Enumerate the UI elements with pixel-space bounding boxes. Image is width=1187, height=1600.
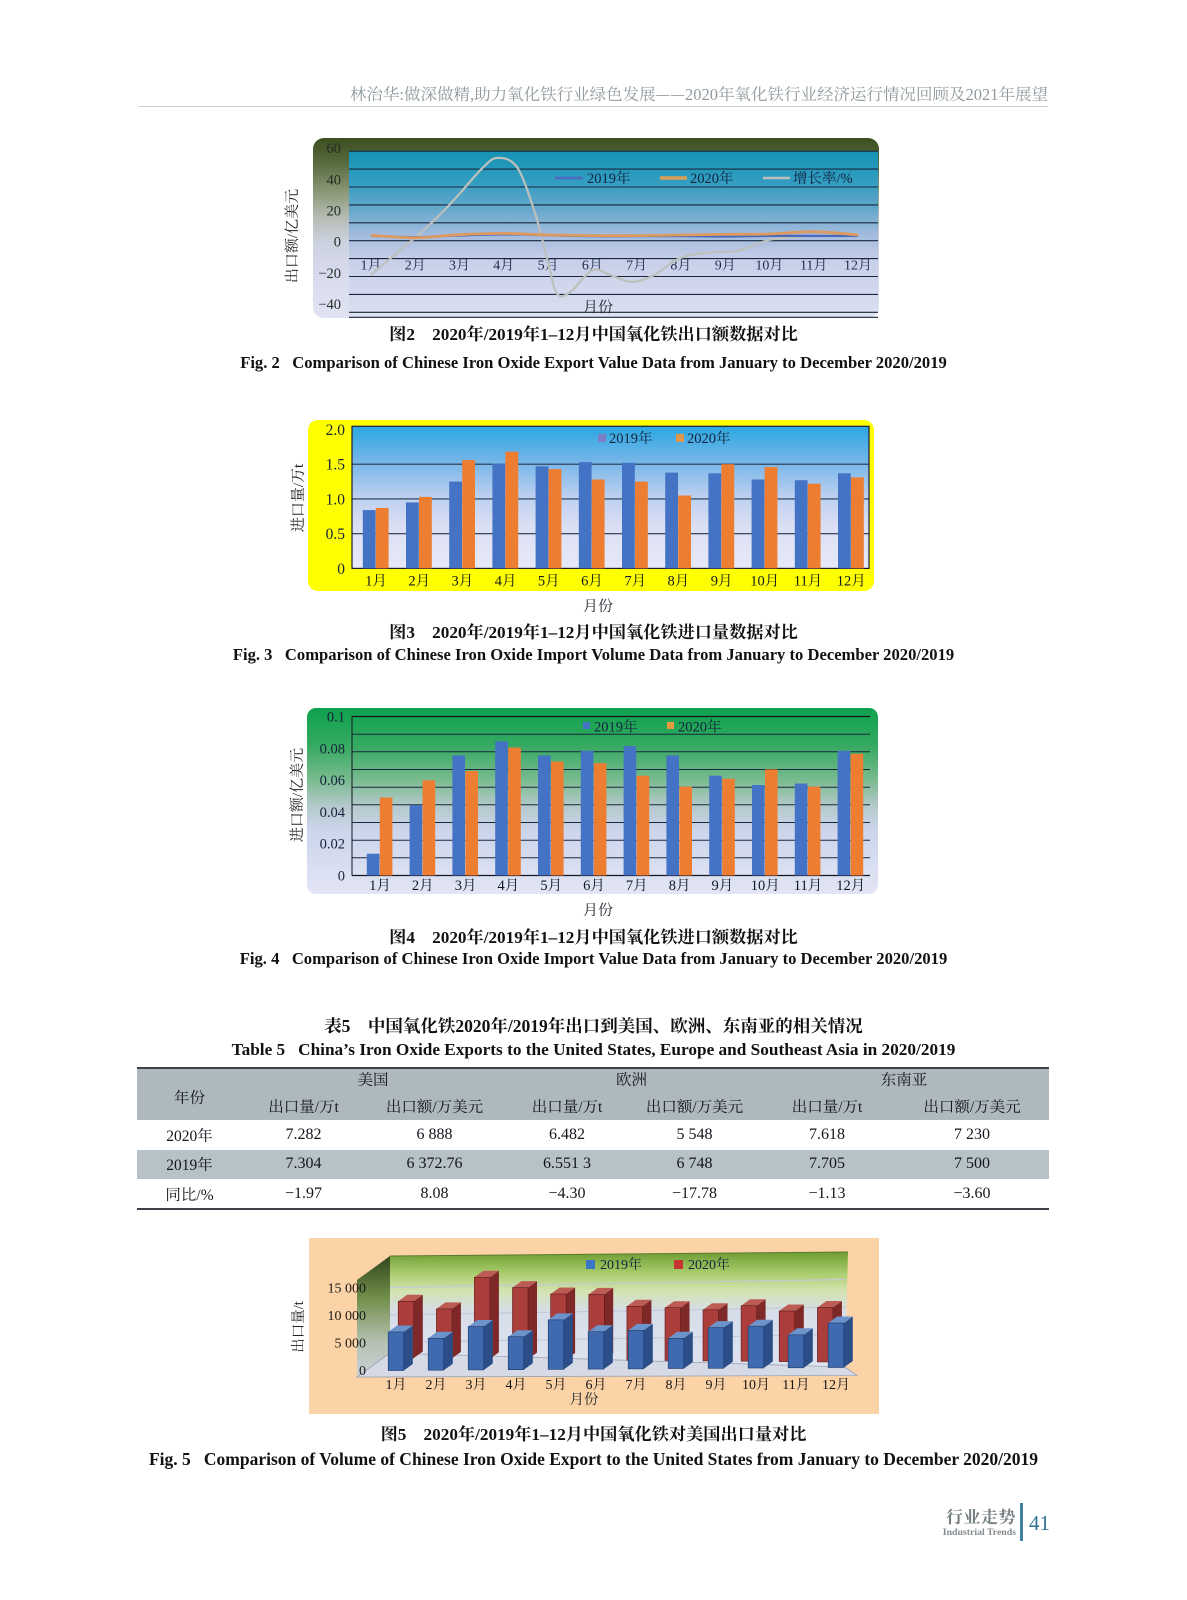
svg-text:2020年: 2020年 (678, 719, 722, 736)
svg-text:2.0: 2.0 (326, 422, 346, 439)
svg-text:1月: 1月 (386, 1377, 407, 1393)
svg-text:12月: 12月 (844, 258, 872, 274)
svg-text:6月: 6月 (581, 574, 603, 590)
svg-text:20: 20 (327, 204, 342, 220)
svg-text:0: 0 (359, 1364, 366, 1379)
svg-text:1.0: 1.0 (326, 491, 346, 508)
svg-text:1月: 1月 (361, 258, 382, 274)
svg-text:7月: 7月 (626, 258, 647, 274)
svg-text:11月: 11月 (794, 574, 822, 590)
svg-text:0: 0 (338, 869, 345, 885)
svg-text:5月: 5月 (538, 574, 560, 590)
svg-text:3月: 3月 (466, 1377, 487, 1393)
svg-text:−40: −40 (318, 297, 341, 313)
svg-text:2020年: 2020年 (690, 170, 734, 187)
svg-text:出口额/亿美元: 出口额/亿美元 (284, 189, 301, 283)
svg-text:10月: 10月 (750, 574, 779, 590)
svg-text:3月: 3月 (452, 574, 474, 590)
svg-text:9月: 9月 (711, 574, 733, 590)
svg-text:增长率/%: 增长率/% (793, 170, 853, 187)
svg-text:2月: 2月 (408, 574, 430, 590)
svg-text:0.06: 0.06 (320, 773, 345, 789)
svg-text:60: 60 (327, 141, 342, 157)
svg-text:6月: 6月 (586, 1377, 607, 1393)
svg-text:0.02: 0.02 (320, 837, 345, 853)
svg-text:5 000: 5 000 (335, 1337, 367, 1352)
svg-text:12月: 12月 (822, 1377, 850, 1393)
svg-text:0: 0 (334, 235, 341, 251)
svg-text:4月: 4月 (506, 1377, 527, 1393)
svg-text:4月: 4月 (495, 574, 517, 590)
svg-text:2月: 2月 (412, 878, 434, 894)
svg-text:7月: 7月 (624, 574, 646, 590)
svg-text:9月: 9月 (715, 258, 736, 274)
svg-text:7月: 7月 (626, 878, 648, 894)
svg-text:月份: 月份 (570, 1391, 599, 1408)
svg-text:2月: 2月 (405, 258, 426, 274)
svg-text:1月: 1月 (365, 574, 387, 590)
svg-text:0.08: 0.08 (320, 741, 345, 757)
svg-text:15 000: 15 000 (328, 1282, 367, 1297)
svg-text:2019年: 2019年 (609, 430, 653, 447)
svg-text:40: 40 (327, 172, 342, 188)
svg-text:9月: 9月 (706, 1377, 727, 1393)
svg-text:11月: 11月 (782, 1377, 809, 1393)
svg-text:10月: 10月 (755, 258, 783, 274)
svg-text:7月: 7月 (626, 1377, 647, 1393)
svg-text:3月: 3月 (449, 258, 470, 274)
svg-text:0.5: 0.5 (326, 526, 346, 543)
svg-text:8月: 8月 (670, 258, 691, 274)
svg-text:3月: 3月 (455, 878, 477, 894)
svg-text:5月: 5月 (540, 878, 562, 894)
svg-text:2月: 2月 (426, 1377, 447, 1393)
svg-text:5月: 5月 (546, 1377, 567, 1393)
svg-text:6月: 6月 (583, 878, 605, 894)
svg-text:2019年: 2019年 (594, 719, 638, 736)
svg-text:11月: 11月 (800, 258, 827, 274)
svg-text:4月: 4月 (493, 258, 514, 274)
svg-text:−20: −20 (318, 266, 341, 282)
svg-text:1月: 1月 (369, 878, 391, 894)
svg-text:2020年: 2020年 (687, 430, 731, 447)
svg-text:4月: 4月 (498, 878, 520, 894)
svg-text:9月: 9月 (712, 878, 734, 894)
svg-text:11月: 11月 (794, 878, 822, 894)
svg-text:2019年: 2019年 (587, 170, 631, 187)
svg-text:0.04: 0.04 (320, 805, 346, 821)
svg-text:8月: 8月 (666, 1377, 687, 1393)
svg-text:8月: 8月 (668, 574, 690, 590)
svg-text:1.5: 1.5 (326, 457, 346, 474)
svg-text:12月: 12月 (837, 574, 866, 590)
svg-text:0.1: 0.1 (327, 710, 345, 726)
svg-text:10月: 10月 (742, 1377, 770, 1393)
svg-text:2020年: 2020年 (688, 1257, 730, 1273)
svg-text:月份: 月份 (583, 299, 613, 316)
svg-text:8月: 8月 (669, 878, 691, 894)
svg-text:12月: 12月 (836, 878, 865, 894)
svg-text:10 000: 10 000 (328, 1309, 367, 1324)
svg-text:10月: 10月 (751, 878, 780, 894)
svg-text:0: 0 (337, 561, 345, 578)
svg-text:2019年: 2019年 (600, 1257, 642, 1273)
